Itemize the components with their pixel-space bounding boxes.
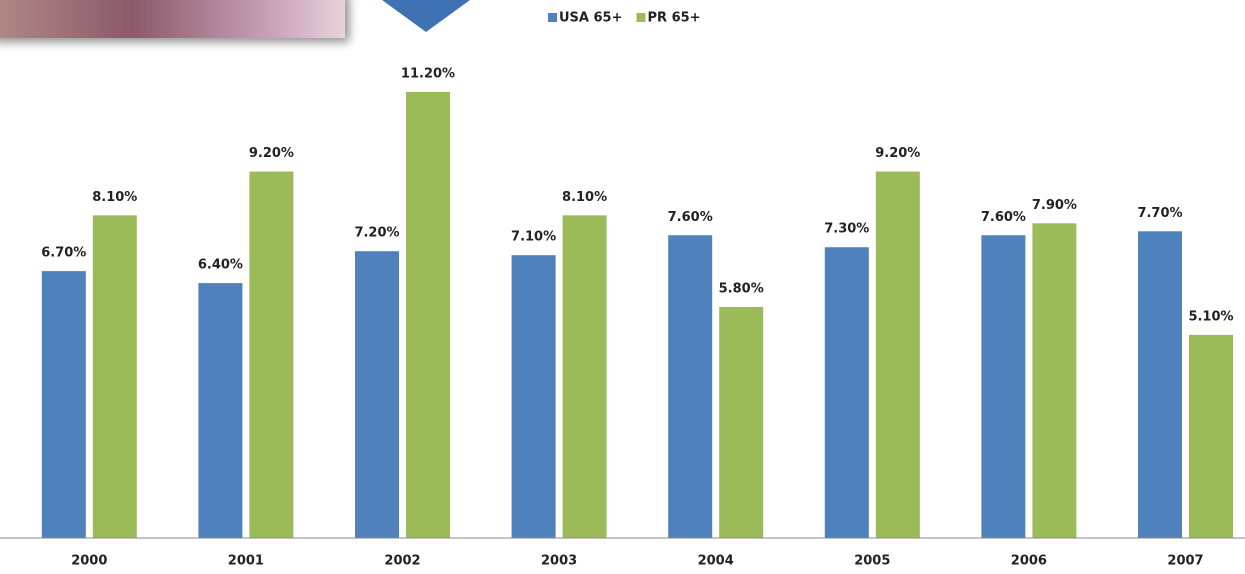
value-label: 7.60% <box>981 210 1026 225</box>
bar <box>562 215 607 538</box>
value-label: 7.10% <box>511 230 556 245</box>
bar <box>406 91 450 538</box>
bar <box>719 306 764 538</box>
bar <box>1138 231 1182 539</box>
x-tick-label: 2000 <box>71 554 107 569</box>
bar <box>1032 223 1077 539</box>
value-label: 7.70% <box>1137 206 1182 221</box>
bar <box>92 215 137 538</box>
header-arrow <box>382 0 470 32</box>
value-label: 8.10% <box>92 190 137 205</box>
value-label: 5.10% <box>1188 309 1233 324</box>
bar <box>41 271 86 538</box>
value-label: 9.20% <box>249 146 294 161</box>
value-label: 8.10% <box>562 190 607 205</box>
x-tick-label: 2003 <box>541 554 577 569</box>
value-label: 7.30% <box>824 222 869 237</box>
legend-swatch <box>636 13 646 22</box>
legend-label: USA 65+ <box>559 11 623 26</box>
x-tick-label: 2007 <box>1167 554 1203 569</box>
value-label: 5.80% <box>719 281 764 296</box>
value-label: 6.40% <box>198 258 243 273</box>
bar <box>875 171 920 539</box>
bar <box>1189 334 1233 538</box>
x-tick-label: 2005 <box>854 554 890 569</box>
x-tick-label: 2004 <box>698 554 734 569</box>
bar <box>511 255 556 538</box>
value-label: 7.20% <box>354 226 399 241</box>
bar <box>249 171 294 539</box>
value-label: 7.60% <box>668 210 713 225</box>
header-image <box>0 0 345 38</box>
x-tick-label: 2006 <box>1011 554 1047 569</box>
value-label: 7.90% <box>1032 198 1077 213</box>
legend-swatch <box>548 13 557 22</box>
bar <box>198 283 243 538</box>
bar <box>981 235 1026 538</box>
value-label: 6.70% <box>41 246 86 261</box>
bar <box>355 251 399 538</box>
legend-label: PR 65+ <box>648 11 701 26</box>
value-label: 9.20% <box>875 146 920 161</box>
bar <box>668 235 713 538</box>
x-tick-label: 2002 <box>384 554 420 569</box>
value-label: 11.20% <box>401 66 455 81</box>
x-tick-label: 2001 <box>228 554 264 569</box>
bar <box>824 247 869 538</box>
